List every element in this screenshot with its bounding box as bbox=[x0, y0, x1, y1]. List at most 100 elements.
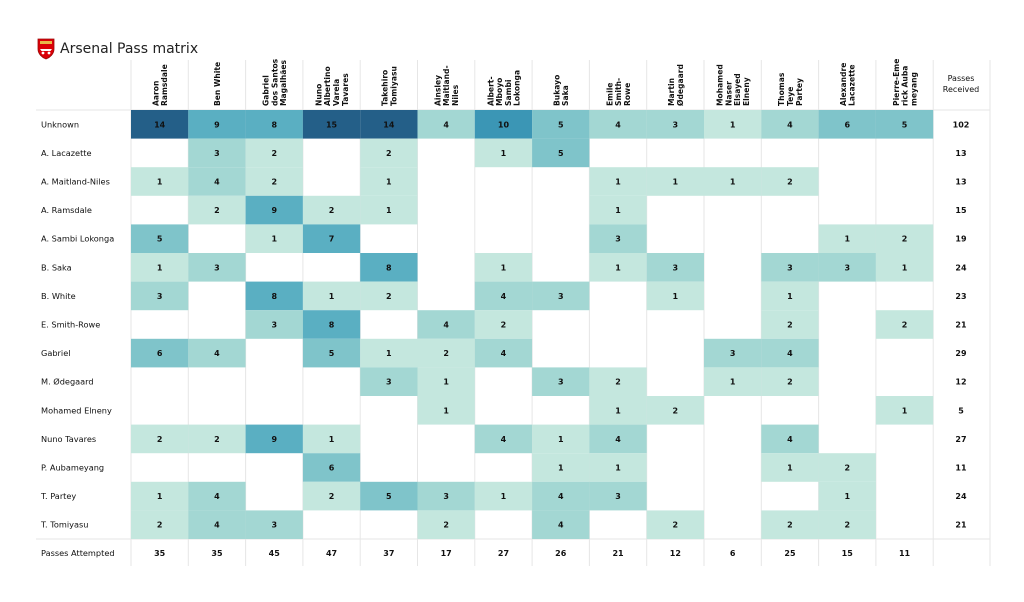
passes-received-value: 5 bbox=[958, 406, 964, 415]
cell-value-label: 4 bbox=[558, 521, 564, 530]
column-header-13: Pierre-Eme bbox=[892, 59, 901, 106]
cell-value-label: 3 bbox=[271, 321, 277, 330]
cell-value-label: 2 bbox=[157, 435, 163, 444]
cell-value-label: 1 bbox=[157, 178, 163, 187]
passes-attempted-value: 6 bbox=[730, 549, 736, 558]
column-header-0: Ramsdale bbox=[160, 64, 169, 106]
passes-attempted-value: 35 bbox=[211, 549, 223, 558]
heatmap-cell bbox=[646, 396, 704, 425]
heatmap-cell bbox=[704, 367, 762, 396]
cell-value-label: 2 bbox=[443, 521, 449, 530]
passes-received-value: 13 bbox=[955, 178, 966, 187]
cell-value-label: 8 bbox=[386, 263, 392, 272]
cell-value-label: 1 bbox=[271, 235, 277, 244]
heatmap-cell bbox=[532, 453, 590, 482]
heatmap-cell bbox=[704, 167, 762, 196]
cell-value-label: 2 bbox=[902, 235, 908, 244]
cell-value-label: 5 bbox=[902, 120, 908, 129]
passes-received-value: 21 bbox=[955, 321, 967, 330]
cell-value-label: 1 bbox=[673, 292, 679, 301]
heatmap-cell bbox=[417, 110, 475, 139]
heatmap-cell bbox=[417, 510, 475, 539]
cell-value-label: 1 bbox=[615, 206, 621, 215]
cell-value-label: 4 bbox=[558, 492, 564, 501]
row-label: A. Ramsdale bbox=[41, 205, 92, 215]
column-header-3: Nuno bbox=[314, 84, 323, 106]
cell-value-label: 3 bbox=[787, 263, 793, 272]
heatmap-cell bbox=[417, 396, 475, 425]
cell-value-label: 3 bbox=[558, 378, 564, 387]
passes-received-header: Received bbox=[943, 85, 979, 94]
heatmap-cell bbox=[131, 224, 189, 253]
heatmap-cell bbox=[245, 167, 303, 196]
heatmap-cell bbox=[646, 510, 704, 539]
row-label: E. Smith-Rowe bbox=[41, 320, 100, 330]
cell-value-label: 3 bbox=[558, 292, 564, 301]
cell-value-label: 6 bbox=[157, 349, 163, 358]
heatmap-cell bbox=[245, 424, 303, 454]
heatmap-cell bbox=[818, 481, 876, 511]
heatmap-cell bbox=[761, 424, 819, 454]
heatmap-cell bbox=[417, 310, 475, 339]
passes-attempted-value: 45 bbox=[269, 549, 281, 558]
column-header-5: Niles bbox=[451, 84, 460, 106]
cell-value-label: 2 bbox=[673, 406, 679, 415]
chart-title-area: Arsenal Pass matrix bbox=[36, 37, 198, 61]
heatmap-cell bbox=[474, 110, 533, 139]
cell-value-label: 14 bbox=[154, 120, 166, 129]
row-label: M. Ødegaard bbox=[41, 377, 94, 387]
heatmap-cell bbox=[188, 424, 246, 454]
heatmap-cell bbox=[131, 510, 189, 539]
heatmap-cell bbox=[646, 253, 704, 282]
cell-value-label: 3 bbox=[730, 349, 736, 358]
heatmap-cell bbox=[360, 281, 418, 311]
column-header-6: Albert- bbox=[486, 76, 495, 106]
passes-attempted-value: 26 bbox=[555, 549, 567, 558]
cell-value-label: 1 bbox=[501, 263, 507, 272]
row-label: Unknown bbox=[41, 119, 79, 129]
column-header-7: Bukayo bbox=[552, 75, 561, 106]
heatmap-cell bbox=[818, 510, 876, 539]
heatmap-cell bbox=[474, 481, 533, 511]
heatmap-cell bbox=[131, 281, 189, 311]
cell-value-label: 4 bbox=[501, 435, 507, 444]
cell-value-label: 1 bbox=[902, 263, 908, 272]
row-label: A. Maitland-Niles bbox=[41, 177, 110, 187]
passes-received-value: 24 bbox=[955, 492, 967, 501]
column-header-4: Takehiro bbox=[380, 70, 389, 106]
heatmap-cell bbox=[360, 138, 418, 168]
cell-value-label: 4 bbox=[615, 435, 621, 444]
passes-received-value: 12 bbox=[955, 378, 966, 387]
passes-attempted-value: 17 bbox=[441, 549, 452, 558]
cell-value-label: 4 bbox=[214, 349, 220, 358]
heatmap-cell bbox=[188, 138, 246, 168]
cell-value-label: 8 bbox=[271, 292, 277, 301]
cell-value-label: 7 bbox=[329, 235, 335, 244]
heatmap-cell bbox=[302, 453, 361, 482]
heatmap-cell bbox=[131, 110, 189, 139]
heatmap-cell bbox=[761, 167, 819, 196]
heatmap-cell bbox=[302, 281, 361, 311]
passes-attempted-label: Passes Attempted bbox=[41, 548, 115, 558]
heatmap-cell bbox=[761, 253, 819, 282]
heatmap-cell bbox=[589, 367, 647, 396]
cell-value-label: 2 bbox=[329, 206, 335, 215]
passes-attempted-value: 37 bbox=[383, 549, 394, 558]
passes-received-value: 15 bbox=[955, 206, 967, 215]
heatmap-cell bbox=[188, 167, 246, 196]
passes-attempted-value: 15 bbox=[842, 549, 854, 558]
cell-value-label: 1 bbox=[443, 406, 449, 415]
cell-value-label: 1 bbox=[615, 263, 621, 272]
heatmap-cell bbox=[875, 310, 934, 339]
heatmap-cell bbox=[532, 138, 590, 168]
heatmap-cell bbox=[589, 195, 647, 225]
cell-value-label: 4 bbox=[214, 178, 220, 187]
row-label: Mohamed Elneny bbox=[41, 405, 112, 415]
cell-value-label: 4 bbox=[443, 321, 449, 330]
cell-value-label: 1 bbox=[501, 149, 507, 158]
heatmap-cell bbox=[532, 481, 590, 511]
cell-value-label: 1 bbox=[558, 464, 564, 473]
cell-value-label: 1 bbox=[787, 464, 793, 473]
column-header-12: Alexandre bbox=[839, 63, 848, 106]
column-header-1: Ben White bbox=[213, 62, 222, 106]
